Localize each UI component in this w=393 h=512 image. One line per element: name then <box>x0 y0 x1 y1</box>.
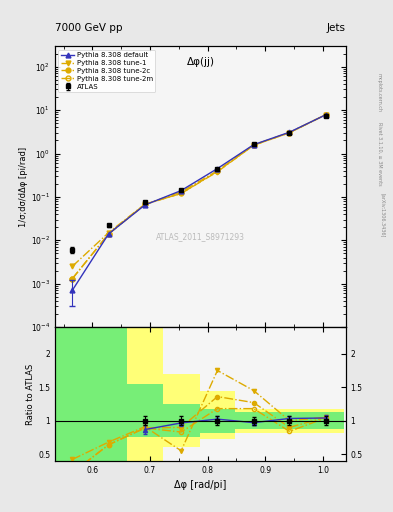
Pythia 8.308 tune-2m <box>70 275 75 282</box>
X-axis label: Δφ [rad/pi]: Δφ [rad/pi] <box>174 480 227 490</box>
Line: Pythia 8.308 default: Pythia 8.308 default <box>70 113 328 293</box>
Pythia 8.308 tune-2m <box>252 142 256 148</box>
Legend: Pythia 8.308 default, Pythia 8.308 tune-1, Pythia 8.308 tune-2c, Pythia 8.308 tu: Pythia 8.308 default, Pythia 8.308 tune-… <box>59 50 156 92</box>
Line: Pythia 8.308 tune-2c: Pythia 8.308 tune-2c <box>70 112 328 281</box>
Pythia 8.308 tune-1 <box>179 190 184 197</box>
Pythia 8.308 tune-2m <box>106 231 111 237</box>
Pythia 8.308 default <box>252 142 256 148</box>
Pythia 8.308 default <box>179 187 184 194</box>
Pythia 8.308 default <box>106 231 111 237</box>
Pythia 8.308 tune-2c <box>179 189 184 195</box>
Pythia 8.308 tune-2m <box>179 190 184 197</box>
Text: Jets: Jets <box>327 23 346 33</box>
Pythia 8.308 tune-1 <box>106 229 111 236</box>
Pythia 8.308 tune-2m <box>215 168 220 174</box>
Text: mcplots.cern.ch: mcplots.cern.ch <box>377 73 382 112</box>
Text: 7000 GeV pp: 7000 GeV pp <box>55 23 123 33</box>
Line: Pythia 8.308 tune-1: Pythia 8.308 tune-1 <box>70 112 328 269</box>
Line: Pythia 8.308 tune-2m: Pythia 8.308 tune-2m <box>70 112 328 281</box>
Pythia 8.308 tune-1 <box>287 130 292 136</box>
Pythia 8.308 default <box>70 287 75 293</box>
Pythia 8.308 default <box>215 165 220 172</box>
Text: Δφ(jj): Δφ(jj) <box>186 57 215 67</box>
Pythia 8.308 default <box>287 129 292 135</box>
Pythia 8.308 tune-2m <box>287 130 292 136</box>
Pythia 8.308 tune-2m <box>143 201 147 207</box>
Text: [arXiv:1306.3436]: [arXiv:1306.3436] <box>381 193 386 237</box>
Pythia 8.308 default <box>323 112 328 118</box>
Pythia 8.308 tune-1 <box>323 112 328 118</box>
Y-axis label: Ratio to ATLAS: Ratio to ATLAS <box>26 364 35 424</box>
Text: ATLAS_2011_S8971293: ATLAS_2011_S8971293 <box>156 232 245 242</box>
Pythia 8.308 tune-2c <box>106 231 111 237</box>
Pythia 8.308 tune-1 <box>215 168 220 175</box>
Pythia 8.308 tune-1 <box>70 263 75 269</box>
Pythia 8.308 tune-2c <box>287 130 292 136</box>
Pythia 8.308 tune-1 <box>252 142 256 148</box>
Pythia 8.308 tune-2c <box>323 112 328 118</box>
Pythia 8.308 tune-2c <box>215 168 220 174</box>
Pythia 8.308 tune-2c <box>252 142 256 148</box>
Text: Rivet 3.1.10, ≥ 3M events: Rivet 3.1.10, ≥ 3M events <box>377 122 382 185</box>
Pythia 8.308 tune-2c <box>70 275 75 282</box>
Pythia 8.308 default <box>143 202 147 208</box>
Pythia 8.308 tune-2m <box>323 112 328 118</box>
Y-axis label: 1/σ;dσ/dΔφ [pi/rad]: 1/σ;dσ/dΔφ [pi/rad] <box>19 146 28 227</box>
Pythia 8.308 tune-1 <box>143 201 147 207</box>
Pythia 8.308 tune-2c <box>143 201 147 207</box>
